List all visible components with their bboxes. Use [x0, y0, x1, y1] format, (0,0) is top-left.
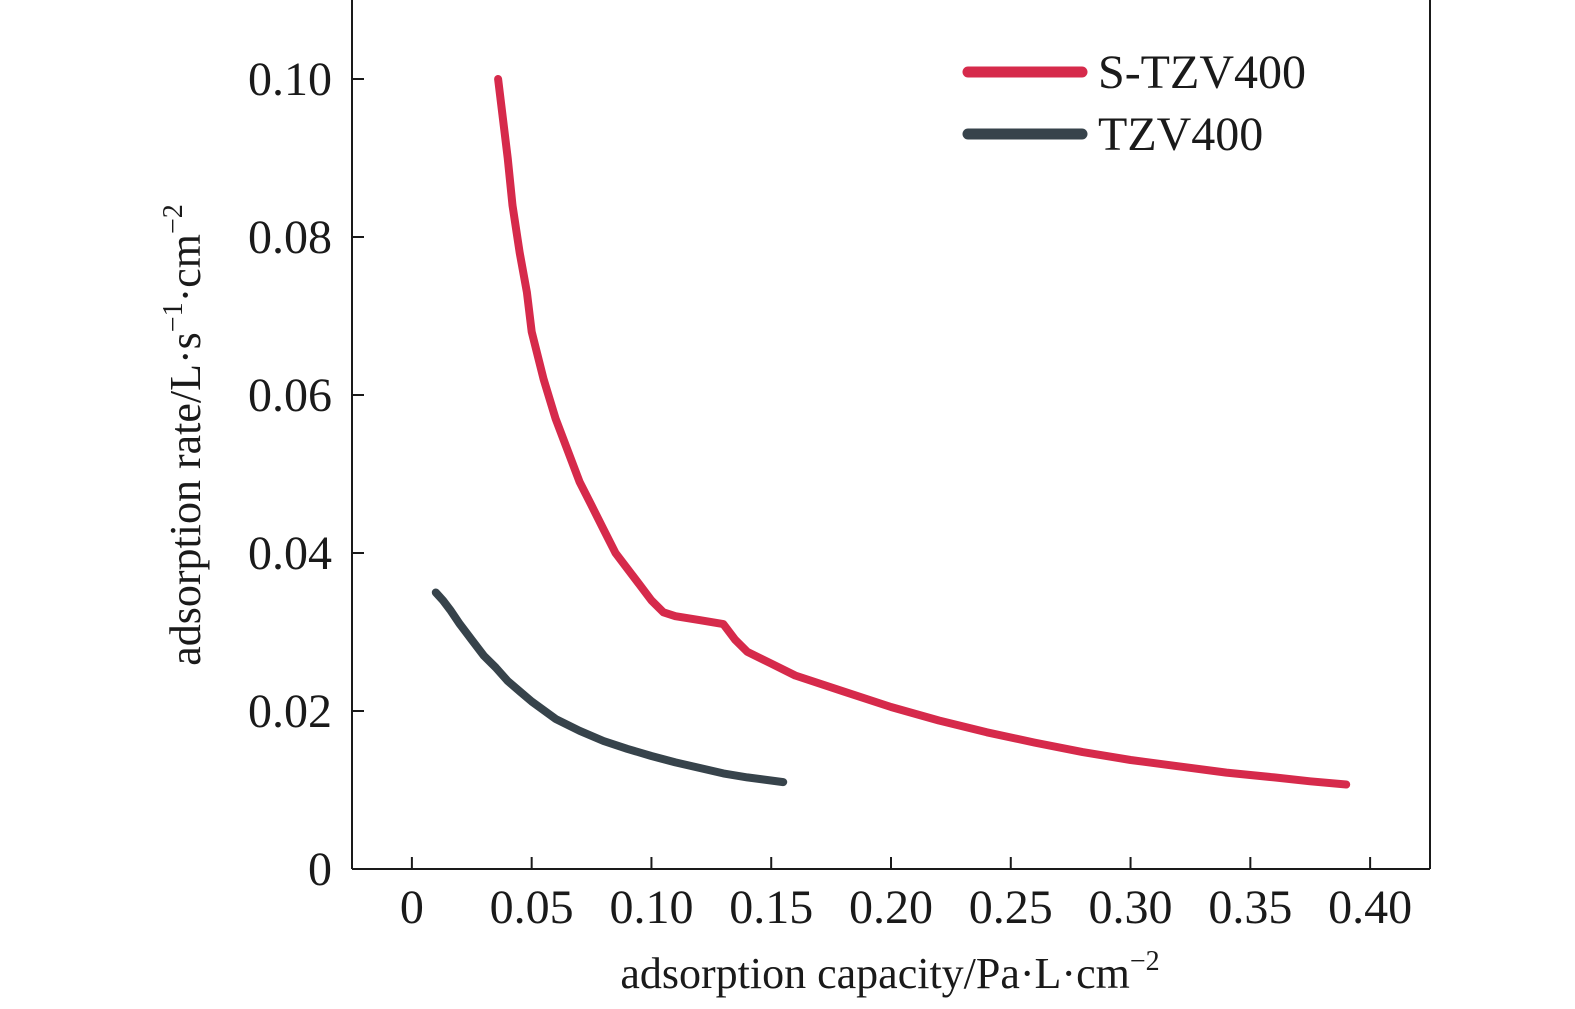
x-tick-label: 0.30: [1089, 881, 1173, 934]
x-tick-label: 0.40: [1328, 881, 1412, 934]
series-layer: [431, 75, 1351, 789]
legend: S-TZV400 TZV400: [962, 46, 1306, 161]
x-tick-label: 0.25: [969, 881, 1053, 934]
series-line-s-tzv400: [494, 75, 1351, 789]
y-axis-title-mid: ·cm: [161, 234, 210, 302]
axes-frame: [351, 0, 1431, 870]
x-axis-title: adsorption capacity/Pa·L·cm−2: [620, 946, 1159, 998]
y-tick-label: 0.06: [248, 369, 332, 422]
y-tick-label: 0: [308, 843, 332, 896]
x-tick-label: 0.05: [490, 881, 574, 934]
x-tick-label: 0.20: [849, 881, 933, 934]
x-tick-label: 0.10: [609, 881, 693, 934]
y-tick-label: 0.02: [248, 685, 332, 738]
y-tick-label: 0.04: [248, 527, 332, 580]
y-axis-title-sup1: −1: [158, 302, 189, 332]
y-tick-label: 0.08: [248, 211, 332, 264]
y-axis-title: adsorption rate/L·s−1·cm−2: [158, 204, 210, 666]
legend-label-tzv400: TZV400: [1098, 108, 1263, 161]
x-tick-label: 0: [400, 881, 424, 934]
x-tick-label: 0.15: [729, 881, 813, 934]
x-axis-title-sup: −2: [1130, 946, 1160, 977]
y-tick-label: 0.10: [248, 53, 332, 106]
y-axis-title-sup2: −2: [158, 204, 189, 234]
legend-label-s-tzv400: S-TZV400: [1098, 46, 1306, 99]
y-axis-ticks: 0 0.02 0.04 0.06 0.08 0.10: [248, 53, 364, 896]
x-tick-label: 0.35: [1208, 881, 1292, 934]
series-line-tzv400: [431, 588, 788, 787]
y-axis-title-main: adsorption rate/L·s: [161, 332, 210, 666]
x-axis-title-main: adsorption capacity/Pa·L·cm: [620, 949, 1129, 998]
x-axis-ticks: 0 0.05 0.10 0.15 0.20 0.25 0.30 0.35 0.40: [400, 857, 1412, 934]
